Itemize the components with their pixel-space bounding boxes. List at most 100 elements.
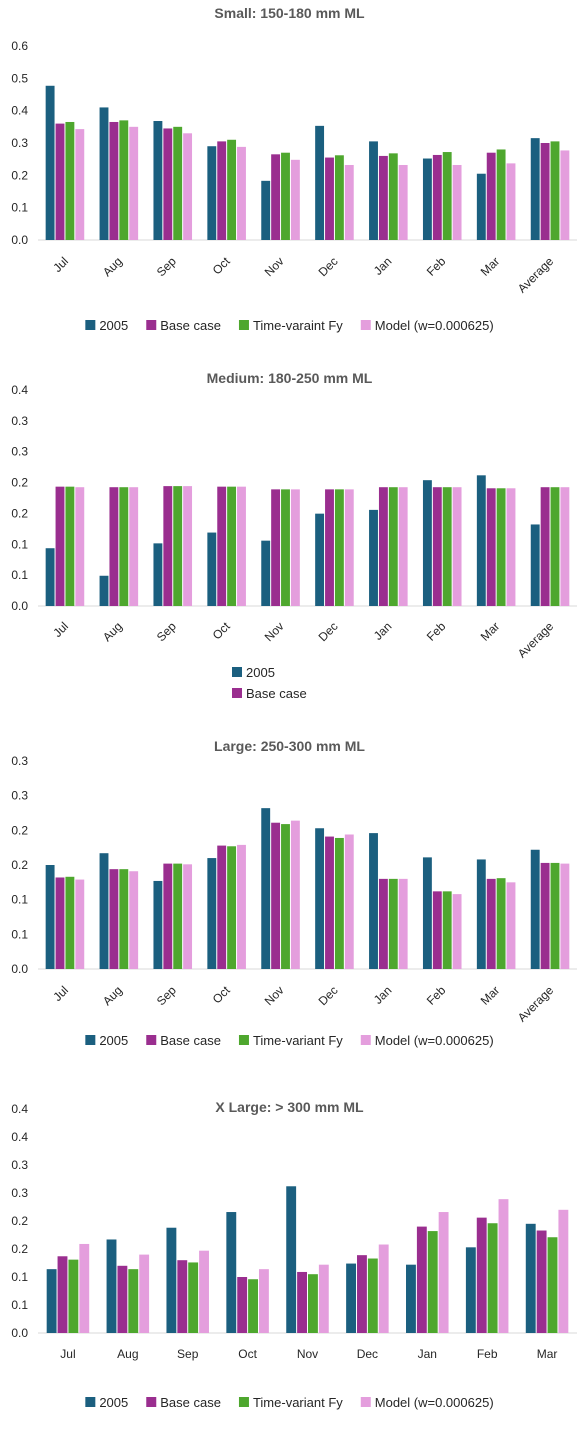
bar-2005-oct (207, 858, 217, 969)
bar-base-case-feb (476, 1217, 487, 1333)
bar-model-w-0-000625-aug (139, 1254, 150, 1333)
large-size-chart: Large: 250-300 mm ML 0.0 0.1 0.1 0.2 0.2 0.3 0.… (11, 738, 577, 1048)
legend-swatch (360, 1035, 371, 1045)
y-tick-label: 0.3 (11, 789, 28, 803)
bar-2005-dec (315, 828, 325, 969)
bar-2005-aug (99, 853, 109, 969)
bar-model-w-0-000625-oct (258, 1269, 269, 1333)
bar-2005-average (530, 849, 540, 969)
legend-label: Model (w=0.000625) (375, 318, 494, 333)
bar-model-w-0-000625-average (560, 863, 570, 969)
bar-base-case-jul (55, 123, 65, 240)
chart-title: Small: 150-180 mm ML (214, 5, 365, 21)
bar-base-case-sep (177, 1260, 188, 1333)
bar-base-case-jan (416, 1226, 427, 1333)
bar-time-varaint-fy-jul (65, 486, 75, 606)
x-tick-label: Dec (316, 619, 341, 644)
y-tick-label: 0.4 (11, 104, 28, 118)
bar-base-case-sep (163, 128, 173, 240)
legend-label: Base case (246, 686, 307, 701)
y-tick-label: 0.2 (11, 506, 28, 520)
legend-label: Base case (160, 1395, 221, 1410)
small-size-chart: Small: 150-180 mm ML 0.0 0.1 0.2 0.3 0.4 0.5 0.… (11, 5, 577, 333)
bar-time-varaint-fy-feb (442, 487, 452, 606)
legend-swatch (360, 320, 371, 330)
bar-base-case-feb (432, 891, 442, 969)
bar-time-varaint-fy-average (550, 487, 560, 606)
bar-base-case-feb (432, 154, 442, 240)
legend-swatch (232, 688, 242, 698)
bar-time-varaint-fy-oct (227, 139, 237, 240)
legend-swatch (238, 1035, 249, 1045)
x-tick-label: Average (515, 619, 557, 661)
x-tick-label: Dec (316, 983, 341, 1008)
x-tick-label: Sep (154, 254, 179, 279)
y-tick-label: 0.4 (11, 1102, 28, 1116)
x-tick-label: Feb (424, 619, 449, 644)
bar-base-case-oct (237, 1277, 248, 1333)
bar-base-case-oct (217, 486, 227, 606)
chart-legend: 2005 Base case (232, 665, 307, 701)
bar-2005-nov (261, 540, 271, 606)
bar-base-case-nov (271, 154, 281, 240)
bar-model-w-0-000625-jul (75, 879, 85, 969)
bar-base-case-mar (486, 878, 496, 969)
chart-title: Medium: 180-250 mm ML (207, 370, 373, 386)
bar-time-variant-fy-mar (547, 1237, 558, 1333)
bar-time-varaint-fy-aug (119, 120, 129, 240)
bar-model-w-0-000625-mar (506, 163, 516, 240)
y-tick-label: 0.3 (11, 754, 28, 768)
bar-time-varaint-fy-jan (388, 487, 398, 606)
x-tick-label: Nov (297, 1347, 318, 1361)
bar-model-w-0-000625-mar (506, 488, 516, 606)
x-tick-label: Feb (424, 983, 449, 1008)
y-tick-label: 0.1 (11, 568, 28, 582)
xlarge-size-chart: X Large: > 300 mm ML 0.0 0.1 0.1 0.2 0.2 0.3 0.… (11, 1099, 577, 1410)
x-tick-label: Sep (154, 619, 179, 644)
bar-model-w-0-000625-aug (129, 871, 139, 969)
bar-2005-feb (422, 480, 432, 606)
bar-2005-oct (226, 1212, 237, 1333)
bar-model-w-0-000625-jan (398, 487, 408, 606)
x-tick-label: Jul (50, 619, 71, 640)
bar-base-case-jan (378, 487, 388, 606)
bar-time-variant-fy-sep (188, 1262, 199, 1333)
x-tick-label: Nov (262, 983, 287, 1008)
bar-model-w-0-000625-average (560, 487, 570, 606)
bar-model-w-0-000625-feb (452, 894, 462, 969)
bar-time-variant-fy-aug (128, 1269, 139, 1333)
x-tick-label: Sep (177, 1347, 199, 1361)
legend-label: 2005 (99, 318, 128, 333)
bar-2005-dec (315, 513, 325, 606)
x-tick-label: Feb (477, 1347, 498, 1361)
x-tick-label: Sep (154, 983, 179, 1008)
legend-label: Time-varaint Fy (253, 318, 343, 333)
bar-2005-average (530, 138, 540, 240)
bar-base-case-average (540, 143, 550, 240)
bar-model-w-0-000625-oct (237, 486, 246, 606)
bar-time-variant-fy-jan (427, 1231, 438, 1333)
bar-time-variant-fy-jan (388, 878, 398, 969)
bar-model-w-0-000625-average (560, 150, 570, 240)
bar-base-case-jul (57, 1256, 68, 1333)
bar-base-case-dec (325, 489, 334, 606)
x-tick-label: Oct (210, 983, 234, 1007)
bar-time-varaint-fy-dec (334, 155, 344, 240)
bar-2005-mar (476, 475, 486, 606)
bar-base-case-jan (378, 155, 388, 240)
bar-2005-feb (422, 158, 432, 240)
legend-swatch (85, 320, 96, 330)
bar-2005-feb (465, 1247, 476, 1333)
bar-time-varaint-fy-average (550, 141, 560, 240)
x-tick-label: Jan (371, 254, 395, 278)
bar-model-w-0-000625-nov (318, 1264, 329, 1333)
bar-model-w-0-000625-sep (183, 864, 193, 969)
bar-model-w-0-000625-nov (290, 489, 300, 606)
legend-swatch (238, 320, 249, 330)
y-tick-label: 0.1 (11, 893, 28, 907)
x-tick-label: Feb (424, 254, 449, 279)
bar-time-variant-fy-nov (308, 1274, 318, 1333)
bar-2005-average (530, 524, 540, 606)
bar-model-w-0-000625-jan (438, 1212, 449, 1333)
legend-swatch (360, 1397, 371, 1407)
